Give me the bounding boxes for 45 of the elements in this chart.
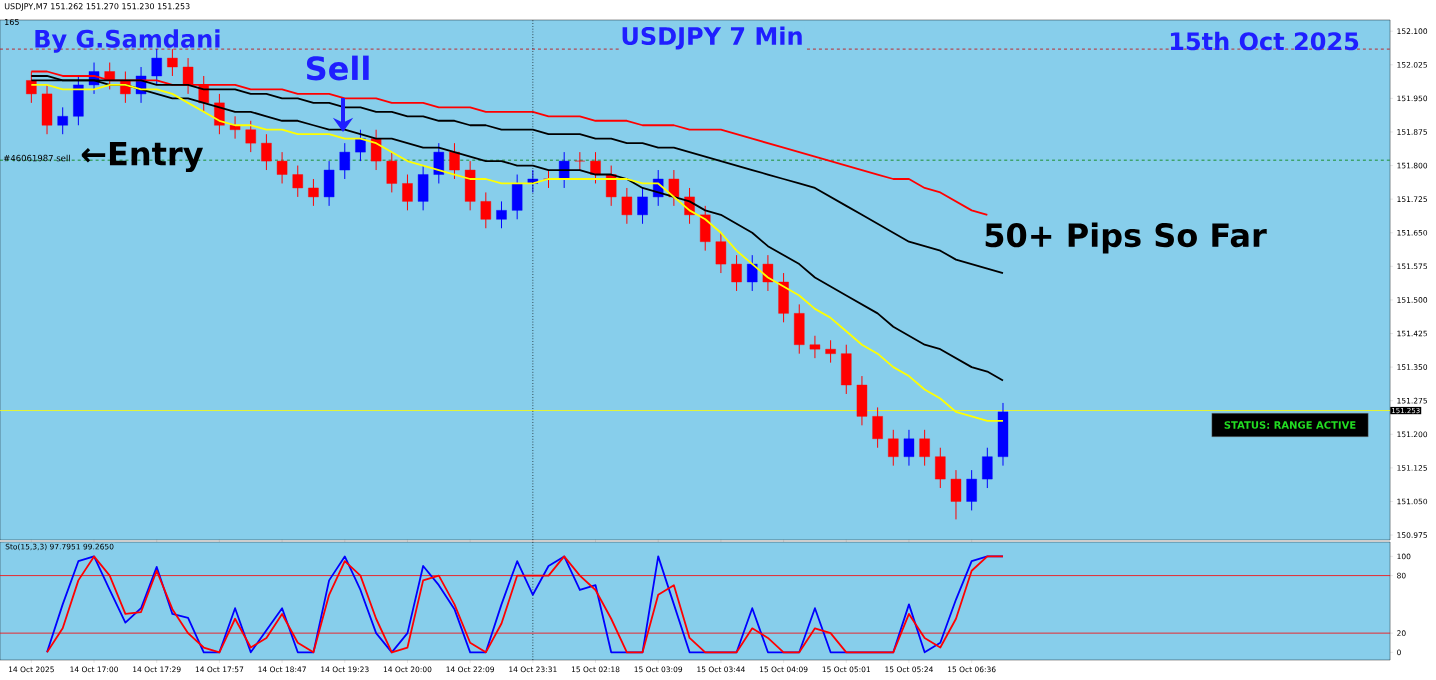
candlestick bbox=[449, 142, 460, 180]
candlestick bbox=[872, 406, 883, 449]
annotation: #46061987 sell bbox=[3, 154, 70, 162]
candlestick bbox=[229, 115, 241, 140]
candlestick bbox=[433, 142, 445, 184]
candlestick bbox=[637, 187, 648, 225]
candlestick bbox=[496, 200, 507, 229]
annotation: ←Entry bbox=[81, 141, 204, 173]
candlestick bbox=[245, 120, 256, 153]
candlestick bbox=[903, 429, 915, 467]
annotation: 50+ Pips So Far bbox=[985, 222, 1267, 254]
candlestick bbox=[386, 151, 398, 193]
text: 15th Oct 2025 bbox=[1170, 31, 1359, 51]
candlestick bbox=[276, 151, 288, 184]
chart-title: USDJPY 7 Min bbox=[622, 26, 802, 50]
candlestick bbox=[888, 429, 899, 467]
candlestick bbox=[966, 469, 977, 511]
text: STATUS: RANGE ACTIVE bbox=[1224, 421, 1356, 429]
candlestick bbox=[950, 469, 962, 520]
candlestick bbox=[292, 165, 303, 198]
candlestick bbox=[261, 133, 272, 171]
annotation: Sell bbox=[306, 55, 369, 81]
candlestick bbox=[590, 151, 601, 184]
candlestick bbox=[167, 48, 178, 77]
candlestick bbox=[935, 447, 946, 489]
candlestick bbox=[825, 339, 836, 364]
candlestick bbox=[308, 178, 319, 207]
candlestick bbox=[339, 142, 350, 180]
text: 165 bbox=[5, 18, 19, 26]
candlestick bbox=[747, 254, 758, 292]
candlestick bbox=[402, 174, 413, 211]
candlestick bbox=[731, 254, 742, 292]
candlestick bbox=[57, 106, 68, 135]
candlestick bbox=[809, 335, 821, 359]
candlestick bbox=[355, 129, 366, 162]
candlestick bbox=[919, 429, 930, 467]
candlestick bbox=[715, 232, 727, 274]
candlestick bbox=[480, 191, 492, 229]
candlestick bbox=[151, 48, 162, 86]
annotation: By G.Samdani bbox=[35, 29, 220, 53]
candlestick bbox=[982, 447, 993, 489]
candlestick bbox=[668, 169, 680, 207]
candlestick bbox=[621, 187, 633, 225]
candlestick bbox=[574, 151, 586, 171]
text: USDJPY,M7 151.262 151.270 151.230 151.253 bbox=[4, 3, 190, 11]
